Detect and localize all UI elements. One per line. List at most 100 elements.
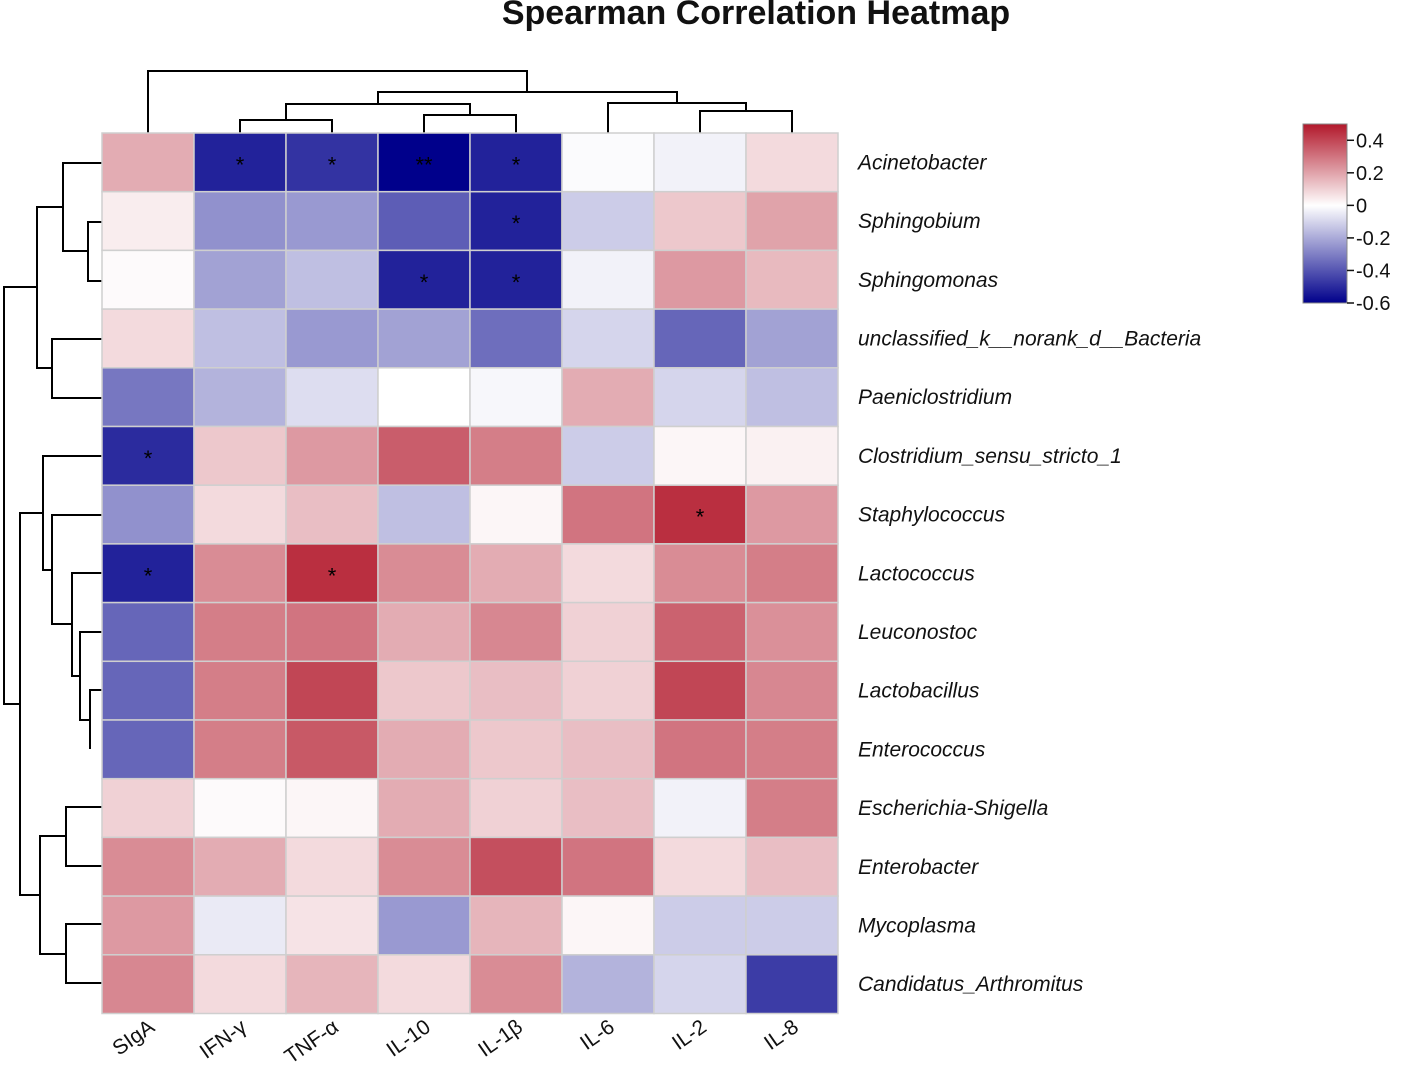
heatmap-cell [653, 543, 747, 604]
heatmap-cell [469, 425, 563, 486]
heatmap-cell [193, 543, 287, 604]
heatmap-cell [101, 895, 195, 956]
significance-marker: * [512, 211, 521, 236]
heatmap-cell [469, 836, 563, 897]
legend-tick-label: -0.2 [1356, 228, 1390, 250]
column-label: IL-8 [760, 1015, 803, 1055]
heatmap-cell [745, 836, 839, 897]
heatmap-cell [745, 425, 839, 486]
row-label: Enterobacter [858, 856, 979, 879]
significance-marker: * [696, 505, 705, 530]
heatmap-cell [469, 719, 563, 780]
heatmap-cell [101, 836, 195, 897]
heatmap-cell [377, 836, 471, 897]
heatmap-cell [193, 249, 287, 310]
heatmap-cell [653, 777, 747, 839]
heatmap-cell [377, 895, 471, 956]
heatmap-cell [469, 543, 563, 604]
row-label: Escherichia-Shigella [858, 797, 1048, 820]
column-label: SIgA [108, 1015, 158, 1060]
heatmap-cell [745, 190, 839, 252]
heatmap-cell [377, 543, 471, 604]
heatmap-cell [193, 836, 287, 897]
heatmap-cell [653, 190, 747, 252]
heatmap-cell [653, 308, 747, 369]
heatmap-cell [561, 777, 655, 839]
heatmap-cell [561, 190, 655, 252]
heatmap-cell [745, 719, 839, 780]
heatmap-cell [193, 895, 287, 956]
heatmap-cell [469, 367, 563, 428]
heatmap-cell [745, 954, 839, 1015]
heatmap-cell [101, 601, 195, 663]
heatmap-cell [285, 777, 379, 839]
heatmap-cell [653, 367, 747, 428]
heatmap-cell [285, 660, 379, 721]
heatmap-cell [745, 249, 839, 310]
heatmap-cell [285, 132, 379, 193]
column-dendrogram [147, 70, 793, 133]
heatmap-cell [377, 425, 471, 486]
heatmap-cell [653, 895, 747, 956]
heatmap-cell [377, 249, 471, 310]
heatmap-cell [193, 777, 287, 839]
heatmap-cell [377, 132, 471, 193]
heatmap-cell [285, 425, 379, 486]
row-label: Lactobacillus [858, 680, 980, 703]
heatmap-cell [745, 367, 839, 428]
row-labels: Acinetobacter Sphingobium Sphingomonas uncl… [856, 151, 1201, 996]
heatmap-cell [653, 249, 747, 310]
heatmap-cell [653, 660, 747, 721]
heatmap-cell [285, 836, 379, 897]
heatmap-cell [285, 719, 379, 780]
row-label: Enterococcus [858, 738, 986, 761]
heatmap-cell [193, 132, 287, 193]
heatmap-cell [101, 132, 195, 193]
heatmap-cell [101, 719, 195, 780]
heatmap-cell [561, 543, 655, 604]
heatmap-cell [561, 719, 655, 780]
heatmap-cell [745, 543, 839, 604]
row-label: Staphylococcus [858, 504, 1006, 527]
row-label: Paeniclostridium [858, 386, 1012, 409]
heatmap-cell [745, 777, 839, 839]
heatmap-cell [469, 484, 563, 545]
heatmap-cell [193, 308, 287, 369]
column-label: IL-6 [576, 1015, 619, 1055]
heatmap-cell [101, 777, 195, 839]
legend-tick-label: 0.2 [1356, 163, 1384, 185]
row-label: Sphingomonas [858, 269, 999, 292]
heatmap-cell [193, 660, 287, 721]
legend-tick-label: 0 [1356, 195, 1367, 217]
row-label: Leuconostoc [858, 621, 978, 644]
heatmap-cell [101, 660, 195, 721]
heatmap-cell [285, 601, 379, 663]
heatmap-cell [745, 132, 839, 193]
heatmap-cell [377, 777, 471, 839]
significance-marker: * [512, 270, 521, 295]
color-legend: 0.4 0.2 0 -0.2 -0.4 -0.6 [1302, 123, 1390, 315]
significance-marker: * [328, 563, 337, 588]
heatmap-cell [469, 895, 563, 956]
column-label: IL-1β [474, 1015, 527, 1062]
row-label: Clostridium_sensu_stricto_1 [858, 445, 1122, 468]
column-label: IL-2 [668, 1015, 711, 1055]
heatmap-cell [101, 308, 195, 369]
heatmap-cell [285, 249, 379, 310]
significance-marker: * [144, 563, 153, 588]
row-label: Lactococcus [858, 562, 975, 585]
heatmap-cell [101, 425, 195, 486]
heatmap-cell [653, 425, 747, 486]
legend-tick-label: 0.4 [1356, 130, 1384, 152]
heatmap-cell [193, 484, 287, 545]
heatmap-cell [745, 308, 839, 369]
heatmap-cell [285, 484, 379, 545]
heatmap-cell [561, 484, 655, 545]
heatmap-cell [101, 484, 195, 545]
heatmap-cell [745, 484, 839, 545]
heatmap-cell [561, 425, 655, 486]
heatmap-cell [469, 660, 563, 721]
heatmap-cell [653, 601, 747, 663]
heatmap-cell [561, 954, 655, 1015]
